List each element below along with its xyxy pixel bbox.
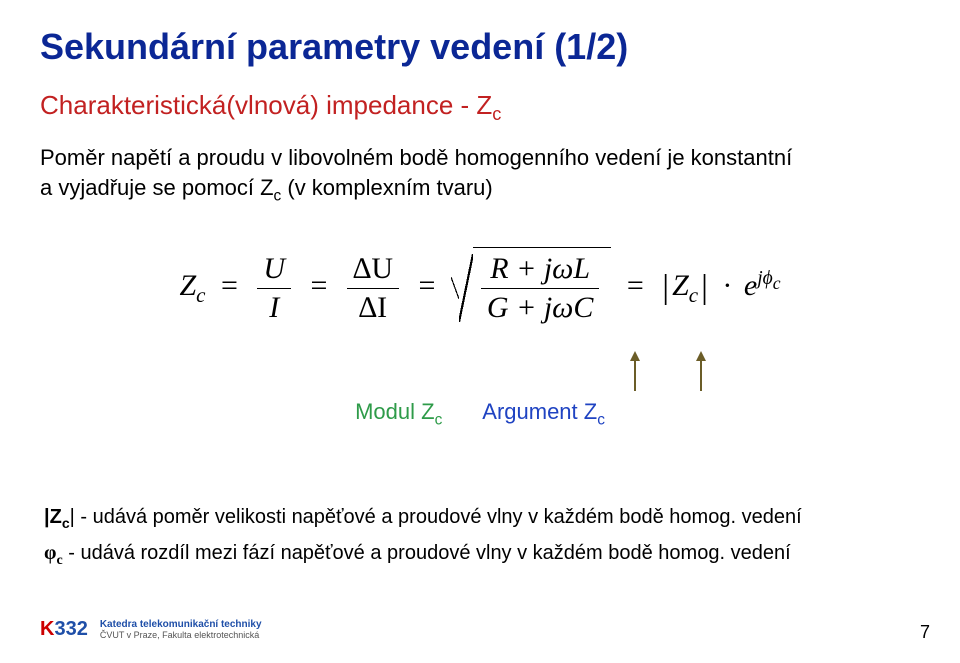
footer-line1-sub: c: [62, 515, 70, 531]
label-argument-sub: c: [597, 411, 605, 428]
footer-line1-rest: | - udává poměr velikosti napěťové a pro…: [70, 506, 802, 528]
formula-abs-close: |: [701, 269, 708, 306]
footer-line1: |Zc| - udává poměr velikosti napěťové a …: [44, 500, 802, 536]
slide-subhead: Charakteristická(vlnová) impedance - Zc: [40, 90, 920, 125]
formula-eq2: =: [311, 269, 328, 302]
subhead-subscript: c: [492, 104, 501, 124]
logo-strip: K332 Katedra telekomunikační techniky ČV…: [40, 618, 262, 641]
footer-line1-sym: |Z: [44, 506, 62, 528]
formula-container: Zc = U I = ∆U ∆I = R + jωL G + jωC =: [40, 247, 920, 329]
logo-line2: ČVUT v Praze, Fakulta elektrotechnická: [100, 630, 259, 640]
formula-frac1-num: U: [257, 252, 291, 289]
formula-frac1: U I: [257, 252, 291, 325]
formula-sqrt: R + jωL G + jωC: [451, 247, 611, 329]
footer-line2-sym: φ: [44, 542, 56, 564]
subhead-text: Charakteristická(vlnová) impedance - Z: [40, 90, 492, 120]
arrow-argument: [700, 353, 702, 391]
formula-eq3: =: [419, 269, 436, 302]
body-line2a: a vyjadřuje se pomocí Z: [40, 175, 274, 200]
footer-line2-rest: - udává rozdíl mezi fází napěťové a prou…: [63, 542, 791, 564]
formula-exponent: jϕc: [757, 268, 780, 289]
logo-k: K: [40, 618, 54, 640]
slide: Sekundární parametry vedení (1/2) Charak…: [0, 0, 960, 663]
formula-sqrt-den: G + jωC: [481, 289, 599, 325]
arrows-and-labels: Modul Zc Argument Zc: [40, 349, 920, 449]
formula-frac2-den: ∆I: [347, 289, 399, 325]
body-line2b: (v komplexním tvaru): [281, 175, 493, 200]
labels-row: Modul Zc Argument Zc: [40, 399, 920, 429]
logo-num: 332: [54, 618, 87, 640]
formula-Zc: Z: [179, 269, 196, 302]
footer-explanations: |Zc| - udává poměr velikosti napěťové a …: [44, 500, 802, 573]
logo-text: Katedra telekomunikační techniky ČVUT v …: [100, 619, 262, 641]
footer-line2: φc - udává rozdíl mezi fází napěťové a p…: [44, 536, 802, 573]
label-modul-text: Modul Z: [355, 399, 434, 424]
body-paragraph: Poměr napětí a proudu v libovolném bodě …: [40, 143, 920, 207]
label-modul: Modul Zc: [355, 399, 442, 429]
formula-frac1-den: I: [257, 289, 291, 325]
formula-abs-open: |: [662, 269, 669, 306]
formula-sqrt-num: R + jωL: [481, 252, 599, 289]
formula-frac2: ∆U ∆I: [347, 252, 399, 325]
label-argument: Argument Zc: [482, 399, 605, 429]
formula-dot: ·: [722, 269, 732, 302]
formula-sqrt-frac: R + jωL G + jωC: [481, 252, 599, 325]
body-line1: Poměr napětí a proudu v libovolném bodě …: [40, 145, 792, 170]
formula-e: e: [744, 269, 757, 302]
label-argument-text: Argument Z: [482, 399, 597, 424]
logo-k332: K332: [40, 618, 88, 641]
formula-eq4: =: [627, 269, 644, 302]
logo-line1: Katedra telekomunikační techniky: [100, 619, 262, 630]
formula-eq1: =: [221, 269, 238, 302]
page-number: 7: [920, 622, 930, 643]
formula-Zc-sub: c: [196, 283, 205, 307]
formula-exp-phi: ϕ: [763, 268, 773, 289]
formula-abs-Z-sub: c: [689, 283, 698, 307]
label-modul-sub: c: [435, 411, 443, 428]
formula-exp-phi-sub: c: [773, 273, 781, 293]
arrow-modul: [634, 353, 636, 391]
formula-abs-Z: Z: [672, 269, 689, 302]
slide-title: Sekundární parametry vedení (1/2): [40, 26, 920, 68]
formula-frac2-num: ∆U: [347, 252, 399, 289]
formula: Zc = U I = ∆U ∆I = R + jωL G + jωC =: [179, 247, 780, 329]
